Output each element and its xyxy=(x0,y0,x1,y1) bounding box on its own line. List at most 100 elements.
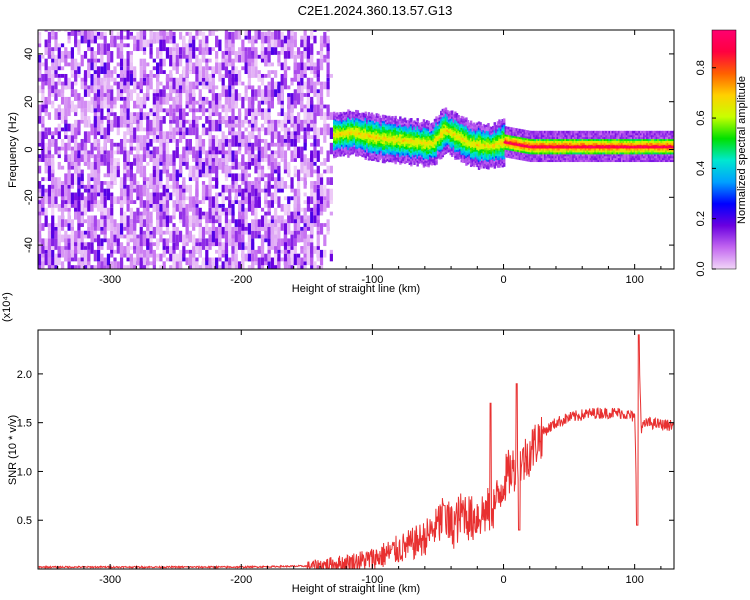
heatmap-cell xyxy=(342,129,345,132)
heatmap-cell xyxy=(224,66,229,78)
heatmap-cell xyxy=(381,114,385,118)
heatmap-cell xyxy=(336,152,339,155)
heatmap-cell xyxy=(159,192,163,201)
heatmap-cell xyxy=(435,116,438,119)
heatmap-cell xyxy=(300,119,304,132)
heatmap-cell xyxy=(380,154,383,157)
heatmap-cell xyxy=(64,234,68,247)
heatmap-cell xyxy=(458,156,462,159)
heatmap-cell xyxy=(77,200,81,212)
heatmap-cell xyxy=(215,30,219,32)
heatmap-cell xyxy=(395,130,399,133)
heatmap-cell xyxy=(361,116,364,119)
heatmap-cell xyxy=(106,173,111,178)
heatmap-cell xyxy=(57,127,61,139)
heatmap-cell xyxy=(310,54,314,67)
heatmap-cell xyxy=(410,158,413,161)
heatmap-cell xyxy=(113,165,117,170)
heatmap-cell xyxy=(339,144,342,148)
heatmap-cell xyxy=(433,128,437,131)
heatmap-cell xyxy=(356,121,360,125)
heatmap-cell xyxy=(119,116,124,128)
heatmap-cell xyxy=(228,138,232,143)
heatmap-cell xyxy=(384,138,388,142)
heatmap-cell xyxy=(358,143,361,147)
heatmap-cell xyxy=(126,203,130,212)
heatmap-cell xyxy=(359,132,363,135)
heatmap-cell xyxy=(165,35,170,44)
heatmap-cell xyxy=(93,188,97,201)
heatmap-cell xyxy=(326,35,330,44)
heatmap-cell xyxy=(162,93,166,105)
heatmap-cell xyxy=(100,66,104,74)
heatmap-cell xyxy=(380,133,383,136)
heatmap-cell xyxy=(67,96,71,109)
heatmap-cell xyxy=(283,249,288,254)
heatmap-cell xyxy=(44,142,48,155)
heatmap-cell xyxy=(205,230,209,235)
heatmap-cell xyxy=(169,184,173,189)
heatmap-cell xyxy=(208,230,212,243)
heatmap-cell xyxy=(364,132,367,136)
heatmap-cell xyxy=(198,150,202,159)
heatmap-cell xyxy=(146,211,150,224)
heatmap-cell xyxy=(427,126,430,130)
heatmap-cell xyxy=(411,159,415,163)
heatmap-cell xyxy=(444,139,448,143)
heatmap-cell xyxy=(339,138,342,142)
heatmap-cell xyxy=(458,150,462,154)
heatmap-cell xyxy=(57,246,61,254)
heatmap-cell xyxy=(103,138,107,151)
heatmap-cell xyxy=(260,234,265,239)
heatmap-cell xyxy=(443,119,446,123)
heatmap-cell xyxy=(38,85,42,94)
heatmap-cell xyxy=(364,149,367,153)
heatmap-cell xyxy=(457,134,460,137)
heatmap-cell xyxy=(254,58,258,67)
heatmap-cell xyxy=(67,39,71,44)
heatmap-cell xyxy=(407,144,410,148)
heatmap-cell xyxy=(355,134,358,138)
heatmap-cell xyxy=(231,127,235,132)
heatmap-cell xyxy=(218,62,222,74)
heatmap-cell xyxy=(395,153,399,156)
heatmap-cell xyxy=(74,249,78,262)
heatmap-cell xyxy=(254,30,258,40)
heatmap-cell xyxy=(458,135,462,138)
heatmap-cell xyxy=(441,137,445,141)
heatmap-cell xyxy=(38,215,42,224)
heatmap-cell xyxy=(185,196,189,201)
heatmap-cell xyxy=(362,141,366,145)
heatmap-cell xyxy=(159,89,163,97)
heatmap-cell xyxy=(103,223,107,235)
heatmap-cell xyxy=(274,35,278,48)
heatmap-cell xyxy=(162,138,166,151)
heatmap-cell xyxy=(80,249,84,258)
heatmap-cell xyxy=(394,127,397,130)
heatmap-cell xyxy=(90,242,94,254)
heatmap-cell xyxy=(119,203,124,216)
heatmap-cell xyxy=(178,31,183,40)
heatmap-cell xyxy=(156,173,160,185)
heatmap-cell xyxy=(156,100,160,105)
heatmap-cell xyxy=(201,104,206,117)
heatmap-cell xyxy=(430,132,434,135)
heatmap-cell xyxy=(165,192,170,201)
heatmap-cell xyxy=(429,154,432,157)
heatmap-cell xyxy=(449,135,452,138)
heatmap-cell xyxy=(362,143,366,146)
heatmap-cell xyxy=(188,47,193,52)
heatmap-cell xyxy=(425,139,429,142)
heatmap-cell xyxy=(443,123,446,127)
heatmap-cell xyxy=(454,140,457,143)
heatmap-cell xyxy=(218,112,222,120)
heatmap-cell xyxy=(388,159,391,163)
heatmap-cell xyxy=(87,30,91,40)
heatmap-cell xyxy=(381,124,385,127)
heatmap-cell xyxy=(234,188,238,193)
heatmap-cell xyxy=(64,73,68,86)
heatmap-cell xyxy=(290,265,294,269)
heatmap-cell xyxy=(70,165,74,170)
heatmap-cell xyxy=(77,146,81,159)
heatmap-cell xyxy=(358,132,361,135)
